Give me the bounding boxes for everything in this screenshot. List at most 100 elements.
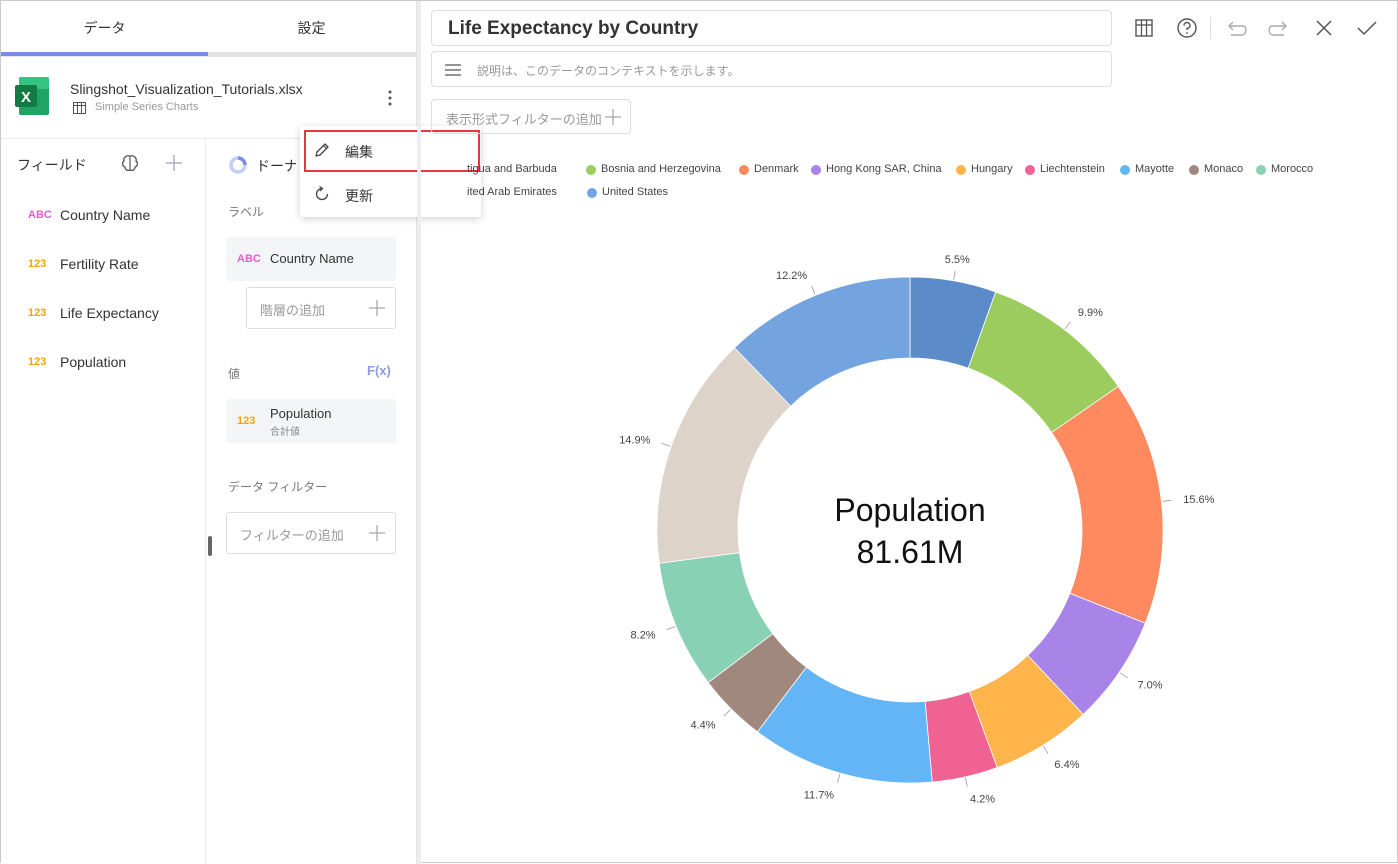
- field-item-population[interactable]: 123 Population: [1, 343, 206, 383]
- brain-icon[interactable]: [119, 152, 141, 174]
- value-section-title: 値: [228, 367, 241, 381]
- redo-icon[interactable]: [1266, 15, 1292, 41]
- menu-item-edit[interactable]: 編集: [300, 129, 481, 171]
- legend-label: Liechtenstein: [1040, 163, 1105, 175]
- text-type-badge: ABC: [237, 253, 261, 265]
- number-type-badge: 123: [28, 307, 47, 319]
- help-icon[interactable]: [1174, 15, 1200, 41]
- legend-label: Hong Kong SAR, China: [826, 163, 942, 175]
- field-label: Life Expectancy: [60, 305, 159, 321]
- source-sheet-name: Simple Series Charts: [95, 101, 199, 113]
- donut-slice[interactable]: [1051, 385, 1164, 624]
- tab-divider: [208, 52, 417, 56]
- legend-label: United States: [602, 186, 669, 198]
- add-view-filter-button[interactable]: 表示形式フィルターの追加: [431, 99, 631, 134]
- tab-data[interactable]: データ: [83, 20, 126, 36]
- legend-dot: [586, 165, 596, 175]
- highlight-box: [304, 130, 480, 172]
- legend-dot: [956, 165, 966, 175]
- slice-percent-label: 7.0%: [1137, 680, 1162, 692]
- slice-leader-line: [661, 442, 671, 447]
- plus-icon: [369, 525, 385, 541]
- slice-leader-line: [953, 270, 956, 280]
- legend-dot: [739, 165, 749, 175]
- legend-dot: [1025, 165, 1035, 175]
- slice-percent-label: 4.2%: [970, 793, 995, 805]
- legend-dot: [811, 165, 821, 175]
- legend-dot: [1189, 165, 1199, 175]
- chart-config-panel: ドーナツ ラベル ABC Country Name 階層の追加 値 F(x) 1…: [207, 139, 417, 864]
- legend-dot: [587, 188, 597, 198]
- slice-percent-label: 9.9%: [1078, 307, 1103, 319]
- field-label: Population: [60, 354, 127, 370]
- table-view-icon[interactable]: [1131, 15, 1157, 41]
- slice-leader-line: [1162, 499, 1172, 502]
- slice-percent-label: 12.2%: [776, 270, 807, 282]
- check-icon[interactable]: [1354, 15, 1380, 41]
- slice-percent-label: 8.2%: [631, 629, 656, 641]
- legend-label: Morocco: [1271, 163, 1314, 175]
- menu-item-refresh[interactable]: 更新: [300, 173, 481, 215]
- field-item-fertility-rate[interactable]: 123 Fertility Rate: [1, 245, 206, 285]
- toolbar-separator: [1210, 17, 1211, 39]
- description-field[interactable]: 説明は、このデータのコンテキストを示します。: [431, 51, 1112, 87]
- visualization-title-field[interactable]: Life Expectancy by Country: [431, 10, 1112, 46]
- value-aggregation: 合計値: [270, 427, 300, 438]
- refresh-icon: [315, 185, 329, 201]
- add-filter-button[interactable]: フィルターの追加: [226, 512, 396, 554]
- number-type-badge: 123: [28, 258, 47, 270]
- fields-title: フィールド: [17, 157, 87, 173]
- table-icon: [73, 102, 86, 114]
- label-field-pill[interactable]: ABC Country Name: [226, 237, 396, 281]
- slice-percent-label: 11.7%: [804, 789, 835, 801]
- slice-percent-label: 15.6%: [1183, 494, 1214, 506]
- add-hierarchy-label: 階層の追加: [260, 303, 326, 318]
- value-field-pill[interactable]: 123 Population 合計値: [226, 399, 396, 443]
- slice-leader-line: [1064, 321, 1071, 330]
- plus-icon: [369, 300, 385, 316]
- formula-button[interactable]: F(x): [367, 363, 391, 378]
- undo-icon[interactable]: [1223, 15, 1249, 41]
- slice-leader-line: [811, 285, 816, 295]
- slice-percent-label: 14.9%: [619, 434, 650, 446]
- legend-dot: [1120, 165, 1130, 175]
- legend-label: ited Arab Emirates: [467, 186, 557, 198]
- field-item-life-expectancy[interactable]: 123 Life Expectancy: [1, 294, 206, 334]
- field-label: Country Name: [60, 207, 151, 223]
- plus-icon: [605, 109, 621, 125]
- add-filter-label: フィルターの追加: [240, 528, 344, 543]
- donut-slice[interactable]: [733, 276, 911, 407]
- menu-item-refresh-label: 更新: [345, 188, 373, 204]
- add-field-icon[interactable]: [164, 153, 184, 173]
- donut-chart: 5.5% 9.9% 15.6% 7.0% 6.4% 4.2% 11.7% 4.4% 8.2% 14…: [619, 254, 1214, 805]
- slice-leader-line: [1119, 672, 1128, 679]
- legend-label: Bosnia and Herzegovina: [601, 163, 721, 175]
- svg-text:X: X: [21, 89, 31, 106]
- legend-label: Mayotte: [1135, 163, 1175, 175]
- more-options-icon[interactable]: [379, 87, 401, 109]
- legend-label: Monaco: [1204, 163, 1244, 175]
- panel-separator: [417, 1, 421, 864]
- slice-leader-line: [723, 709, 731, 717]
- menu-item-edit-label: 編集: [345, 144, 373, 160]
- active-tab-indicator: [1, 52, 208, 56]
- close-icon[interactable]: [1311, 15, 1337, 41]
- visualization-area: Life Expectancy by Country 説明は、このデータのコンテ…: [421, 1, 1398, 864]
- data-filter-section-title: データ フィルター: [228, 480, 328, 494]
- slice-leader-line: [666, 626, 676, 631]
- slice-percent-label: 5.5%: [945, 254, 970, 266]
- tab-settings[interactable]: 設定: [297, 20, 326, 36]
- add-hierarchy-button[interactable]: 階層の追加: [246, 287, 396, 329]
- legend-label: Denmark: [754, 163, 799, 175]
- field-item-country-name[interactable]: ABC Country Name: [1, 196, 206, 236]
- legend-label: tigua and Barbuda: [467, 163, 557, 175]
- add-view-filter-label: 表示形式フィルターの追加: [446, 112, 602, 127]
- slice-percent-label: 4.4%: [690, 719, 715, 731]
- field-label: Fertility Rate: [60, 256, 139, 272]
- panel-tabs: データ 設定: [1, 1, 417, 57]
- donut-center-label: Population: [834, 492, 985, 528]
- panel-resize-handle[interactable]: [208, 536, 212, 556]
- chart-legend: tigua and Barbuda Bosnia and Herzegovina…: [421, 161, 1398, 211]
- chart-type-label[interactable]: ドーナツ: [256, 158, 296, 174]
- legend-label: Hungary: [971, 163, 1013, 175]
